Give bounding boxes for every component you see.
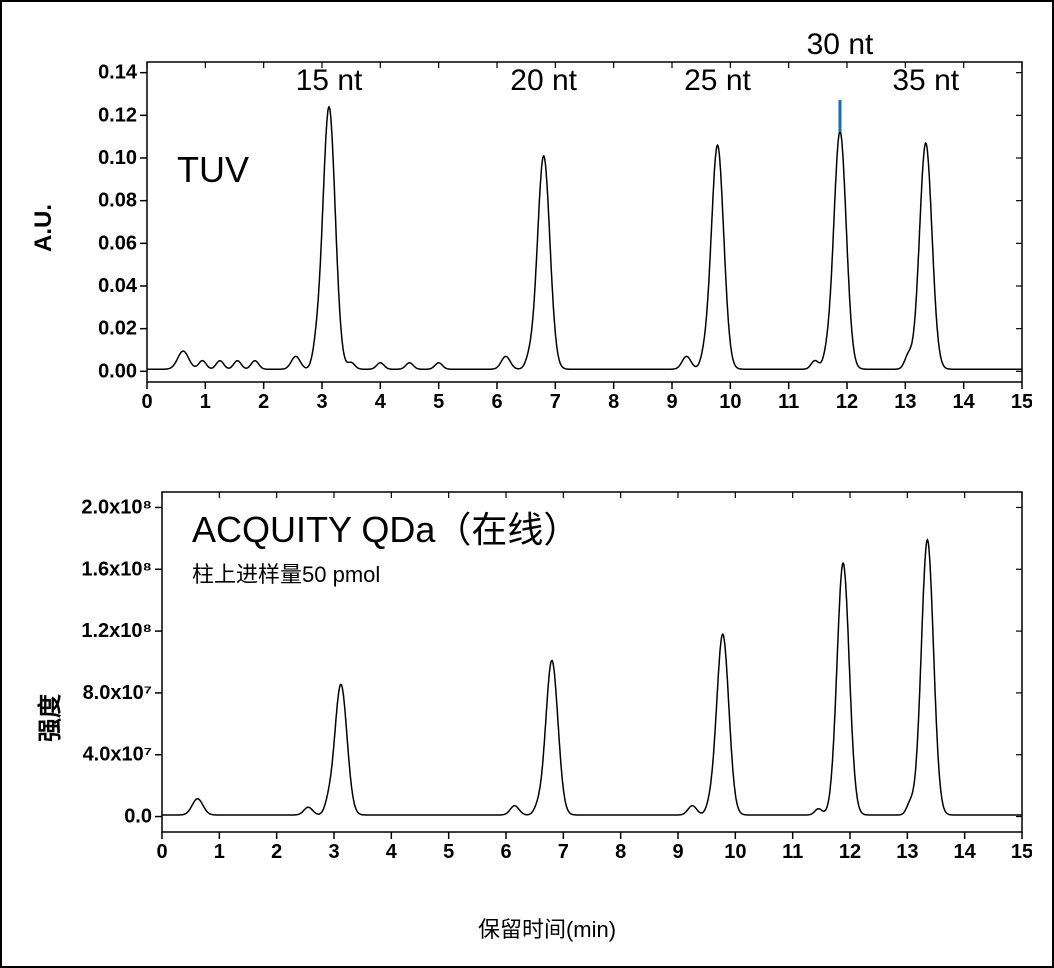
- svg-text:2: 2: [258, 391, 269, 413]
- bottom-ylabel: 强度: [30, 694, 65, 742]
- svg-text:4: 4: [375, 391, 387, 413]
- svg-text:7: 7: [550, 391, 561, 413]
- svg-text:10: 10: [724, 841, 746, 863]
- top-ylabel: A.U.: [30, 204, 58, 252]
- svg-text:0.00: 0.00: [98, 360, 137, 382]
- peak-label: 35 nt: [892, 64, 959, 97]
- svg-text:1.6x10⁸: 1.6x10⁸: [81, 558, 152, 580]
- svg-text:3: 3: [328, 841, 339, 863]
- svg-text:0.06: 0.06: [98, 232, 137, 254]
- svg-text:14: 14: [954, 841, 977, 863]
- top-chart-svg: 01234567891011121314150.000.020.040.060.…: [62, 22, 1032, 422]
- svg-text:0.04: 0.04: [98, 275, 138, 297]
- svg-text:0.02: 0.02: [98, 318, 137, 340]
- bottom-chart-svg: 01234567891011121314150.04.0x10⁷8.0x10⁷1…: [62, 482, 1032, 902]
- svg-text:13: 13: [894, 391, 916, 413]
- svg-text:5: 5: [443, 841, 454, 863]
- top-title: TUV: [177, 149, 249, 190]
- svg-text:6: 6: [491, 391, 502, 413]
- svg-text:3: 3: [316, 391, 327, 413]
- svg-text:9: 9: [666, 391, 677, 413]
- bottom-chart: 01234567891011121314150.04.0x10⁷8.0x10⁷1…: [62, 482, 1032, 942]
- svg-text:13: 13: [896, 841, 918, 863]
- svg-text:0.14: 0.14: [98, 62, 138, 84]
- svg-text:2: 2: [271, 841, 282, 863]
- peak-label: 15 nt: [296, 64, 363, 97]
- svg-text:2.0x10⁸: 2.0x10⁸: [81, 496, 152, 518]
- svg-text:11: 11: [778, 391, 799, 413]
- svg-text:1.2x10⁸: 1.2x10⁸: [81, 620, 152, 642]
- svg-text:0: 0: [141, 391, 152, 413]
- svg-text:0.08: 0.08: [98, 190, 137, 212]
- peak-label: 20 nt: [510, 64, 577, 97]
- svg-text:8: 8: [615, 841, 626, 863]
- svg-text:4.0x10⁷: 4.0x10⁷: [83, 744, 152, 766]
- svg-text:12: 12: [839, 841, 861, 863]
- top-chart: 01234567891011121314150.000.020.040.060.…: [62, 22, 1032, 422]
- svg-text:0.10: 0.10: [98, 147, 137, 169]
- svg-text:1: 1: [214, 841, 225, 863]
- svg-text:0.12: 0.12: [98, 104, 137, 126]
- svg-text:9: 9: [672, 841, 683, 863]
- svg-text:1: 1: [200, 391, 211, 413]
- panel-subtitle: 柱上进样量50 pmol: [192, 562, 380, 587]
- svg-text:0: 0: [156, 841, 167, 863]
- peak-label: 25 nt: [684, 64, 751, 97]
- peak-label: 30 nt: [807, 28, 874, 61]
- svg-text:15: 15: [1011, 391, 1032, 413]
- svg-text:10: 10: [719, 391, 741, 413]
- svg-text:8: 8: [608, 391, 619, 413]
- svg-text:7: 7: [558, 841, 569, 863]
- svg-text:12: 12: [836, 391, 858, 413]
- svg-text:14: 14: [953, 391, 976, 413]
- figure-frame: A.U. 01234567891011121314150.000.020.040…: [0, 0, 1054, 968]
- svg-text:15: 15: [1011, 841, 1032, 863]
- svg-text:0.0: 0.0: [124, 806, 152, 828]
- svg-text:8.0x10⁷: 8.0x10⁷: [83, 682, 152, 704]
- bottom-xlabel: 保留时间(min): [62, 912, 1032, 944]
- svg-text:5: 5: [433, 391, 444, 413]
- svg-text:6: 6: [500, 841, 511, 863]
- svg-text:4: 4: [386, 841, 398, 863]
- svg-text:11: 11: [782, 841, 803, 863]
- bottom-title: ACQUITY QDa（在线）: [192, 509, 579, 550]
